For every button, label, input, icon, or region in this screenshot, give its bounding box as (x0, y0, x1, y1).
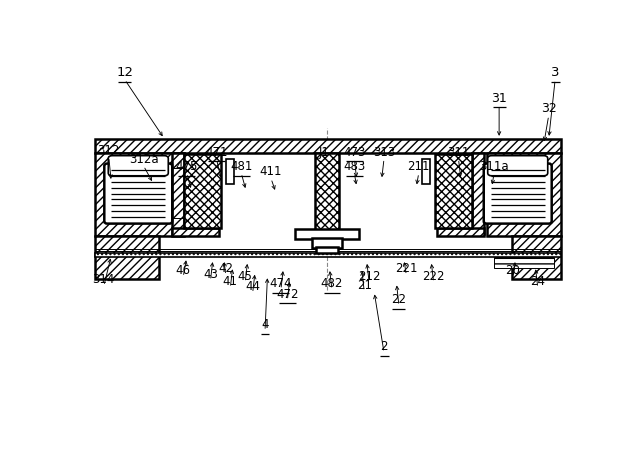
Text: 22: 22 (392, 293, 406, 306)
Bar (315, 153, 339, 234)
Bar (95, 236, 159, 279)
Bar (422, 158, 429, 184)
Text: 12: 12 (116, 66, 133, 79)
Text: 474: 474 (269, 277, 292, 290)
Text: 32: 32 (541, 102, 557, 115)
Bar (95, 253, 561, 257)
Text: 482: 482 (321, 277, 343, 290)
Bar (95, 139, 561, 153)
Text: 3: 3 (551, 66, 559, 79)
Text: 42: 42 (218, 262, 234, 276)
FancyBboxPatch shape (104, 163, 172, 224)
Text: 481: 481 (230, 160, 252, 173)
Text: 222: 222 (422, 269, 445, 283)
FancyBboxPatch shape (484, 163, 552, 224)
Bar (494, 257, 554, 268)
Text: 311: 311 (447, 146, 470, 158)
Text: 312: 312 (97, 144, 120, 157)
Bar (486, 153, 561, 236)
Text: 46: 46 (175, 264, 191, 277)
Text: 411: 411 (260, 165, 282, 178)
Text: 314: 314 (93, 273, 115, 286)
Text: 475: 475 (175, 160, 198, 173)
Text: 311a: 311a (479, 160, 509, 173)
Text: J1: J1 (319, 146, 330, 158)
Bar (172, 228, 219, 236)
Text: 313: 313 (373, 146, 395, 158)
Bar (435, 154, 472, 228)
Bar (312, 238, 342, 248)
Bar (184, 154, 221, 228)
Text: 472: 472 (276, 288, 299, 301)
FancyBboxPatch shape (108, 156, 168, 176)
Text: 20: 20 (506, 264, 520, 277)
Text: 24: 24 (531, 275, 545, 288)
Bar (511, 236, 561, 279)
Bar (437, 228, 484, 236)
Text: 43: 43 (203, 268, 218, 281)
Text: 45: 45 (237, 269, 253, 283)
Text: 21: 21 (356, 279, 372, 291)
Text: 2: 2 (380, 340, 388, 353)
Bar (316, 248, 338, 253)
FancyBboxPatch shape (488, 156, 548, 176)
Bar (95, 153, 184, 236)
Bar (295, 229, 359, 240)
Text: 211: 211 (408, 160, 430, 173)
Text: 4: 4 (261, 318, 269, 331)
Text: 221: 221 (395, 262, 418, 276)
Text: 473: 473 (343, 146, 365, 158)
Text: 212: 212 (358, 269, 380, 283)
Text: 31: 31 (492, 92, 507, 105)
Text: 483: 483 (343, 160, 365, 173)
Bar (472, 153, 484, 234)
Bar (172, 153, 184, 234)
Bar (227, 158, 234, 184)
Text: 44: 44 (245, 280, 260, 293)
Text: 41: 41 (223, 275, 238, 288)
Text: 312a: 312a (129, 153, 158, 166)
Text: 471: 471 (205, 146, 228, 158)
